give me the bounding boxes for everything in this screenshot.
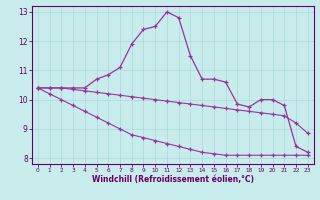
X-axis label: Windchill (Refroidissement éolien,°C): Windchill (Refroidissement éolien,°C) xyxy=(92,175,254,184)
